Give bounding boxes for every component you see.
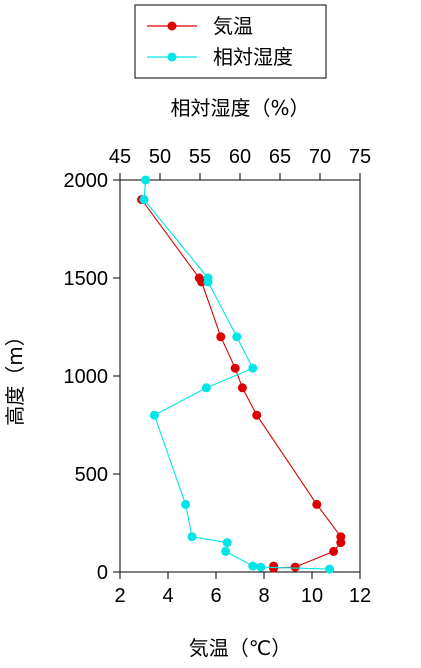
bottom-tick-label-3: 8 — [258, 585, 269, 607]
series-1-point-9 — [187, 532, 197, 542]
bottom-tick-label-2: 6 — [210, 585, 221, 607]
y-tick-label-2: 1000 — [64, 366, 109, 388]
top-tick-label-4: 65 — [269, 146, 291, 168]
series-0-point-5 — [237, 383, 247, 393]
series-line-0 — [141, 199, 342, 569]
series-1-point-14 — [325, 564, 335, 574]
bottom-tick-label-1: 4 — [162, 585, 173, 607]
series-0-point-10 — [329, 546, 339, 556]
legend-marker-temperature — [167, 21, 177, 31]
top-tick-label-6: 75 — [349, 146, 371, 168]
top-tick-label-2: 55 — [189, 146, 211, 168]
series-1-point-4 — [232, 332, 242, 342]
bottom-axis-title: 気温（℃） — [189, 636, 291, 660]
legend-label-humidity: 相対湿度 — [213, 45, 293, 69]
series-1-point-0 — [141, 175, 151, 185]
bottom-tick-label-0: 2 — [114, 585, 125, 607]
series-line-1 — [143, 179, 330, 570]
series-0-point-3 — [216, 332, 226, 342]
y-axis-title: 高度（m） — [3, 326, 27, 425]
y-tick-label-3: 1500 — [64, 268, 109, 290]
series-0-point-4 — [230, 363, 240, 373]
y-tick-label-4: 2000 — [64, 170, 109, 192]
series-1-point-13 — [256, 562, 266, 572]
top-tick-label-1: 50 — [149, 146, 171, 168]
series-1-point-5 — [248, 363, 258, 373]
bottom-tick-label-4: 10 — [301, 585, 323, 607]
series-layer — [137, 175, 346, 574]
series-0-point-11 — [290, 562, 300, 572]
legend-box — [134, 4, 327, 79]
series-1-point-12 — [248, 561, 258, 571]
legend-marker-humidity — [167, 52, 177, 62]
top-tick-label-5: 70 — [309, 146, 331, 168]
series-1-point-8 — [181, 499, 191, 509]
series-1-point-11 — [221, 546, 231, 556]
y-tick-label-0: 0 — [97, 562, 108, 584]
series-1-point-3 — [203, 277, 213, 287]
series-1-point-7 — [149, 410, 159, 420]
series-1-point-10 — [222, 538, 232, 548]
series-1-point-6 — [201, 383, 211, 393]
legend: 気温 相対湿度 — [134, 4, 327, 79]
series-1-point-1 — [139, 195, 149, 205]
series-0-point-6 — [252, 410, 262, 420]
top-tick-label-3: 60 — [229, 146, 251, 168]
series-0-point-9 — [336, 538, 346, 548]
bottom-tick-label-5: 12 — [349, 585, 371, 607]
series-0-point-13 — [269, 561, 279, 571]
top-axis-title: 相対湿度（%） — [170, 96, 309, 120]
y-tick-label-1: 500 — [75, 464, 108, 486]
ticks-layer: 2 4 6 8 10 12 45 50 55 60 65 70 75 0 500 1000 1500 2000 — [64, 146, 372, 607]
legend-label-temperature: 気温 — [213, 14, 253, 38]
top-tick-label-0: 45 — [109, 146, 131, 168]
series-0-point-7 — [312, 499, 322, 509]
